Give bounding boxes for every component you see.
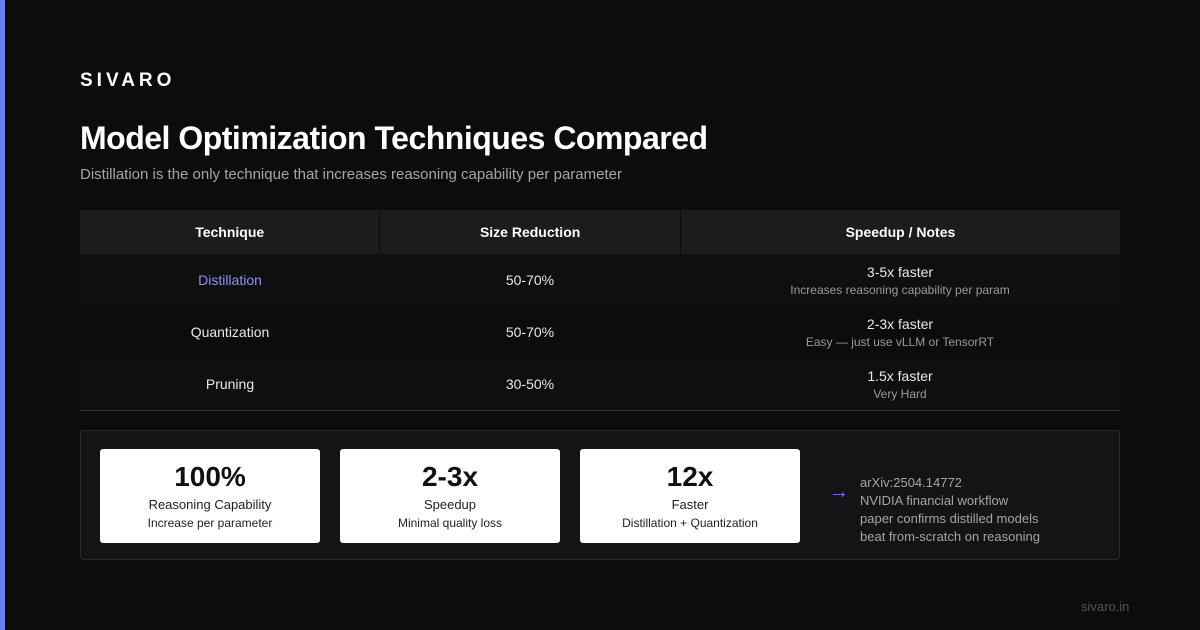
stat-label: Faster bbox=[671, 497, 709, 512]
note-line: NVIDIA financial workflow bbox=[860, 493, 1009, 508]
size-reduction: 30-50% bbox=[505, 376, 555, 392]
speedup: 3-5x faster bbox=[866, 263, 934, 280]
size-reduction: 50-70% bbox=[505, 272, 555, 288]
table-row: Pruning 30-50% 1.5x faster Very Hard bbox=[80, 358, 1120, 411]
table-body: Distillation 50-70% 3-5x faster Increases r… bbox=[80, 254, 1120, 411]
footer: sivaro.in bbox=[1081, 599, 1130, 614]
speedup: 2-3x faster bbox=[866, 315, 934, 332]
technique: Distillation bbox=[198, 272, 262, 288]
speedup-cell: 1.5x faster Very Hard bbox=[680, 368, 1120, 401]
note-line: beat from-scratch on reasoning bbox=[860, 529, 1040, 544]
stat-card: 12x Faster Distillation + Quantization bbox=[580, 449, 800, 543]
table-row: Quantization 50-70% 2-3x faster Easy — just… bbox=[80, 306, 1120, 358]
header-cell: Size Reduction bbox=[380, 210, 680, 254]
subtitle: Distillation is the only technique that … bbox=[80, 166, 622, 183]
table-row: Distillation 50-70% 3-5x faster Increases r… bbox=[80, 254, 1120, 306]
header-cell: Speedup / Notes bbox=[680, 210, 1120, 254]
size-reduction: 50-70% bbox=[505, 324, 555, 340]
stat-card: 100% Reasoning Capability Increase per par… bbox=[100, 449, 320, 543]
header-cell: Technique bbox=[80, 210, 380, 254]
stats-panel: → arXiv:2504.14772 NVIDIA financial workf… bbox=[80, 430, 1120, 560]
stat-sub: Increase per parameter bbox=[147, 516, 273, 530]
stat-value: 2-3x bbox=[421, 461, 479, 492]
stat-sub: Distillation + Quantization bbox=[622, 516, 758, 530]
stat-card: 2-3x Speedup Minimal quality loss bbox=[340, 449, 560, 543]
speedup-cell: 2-3x faster Easy — just use vLLM or Tenso… bbox=[680, 316, 1120, 349]
arrow: → bbox=[829, 481, 849, 503]
speedup-note: Easy — just use vLLM or TensorRT bbox=[805, 334, 995, 349]
technique: Pruning bbox=[205, 376, 255, 392]
note-line: arXiv:2504.14772 bbox=[860, 475, 962, 490]
stat-sub: Minimal quality loss bbox=[397, 516, 503, 530]
header-row: Technique Size Reduction Speedup / Notes bbox=[80, 210, 1120, 254]
title: Model Optimization Techniques Compared bbox=[80, 120, 708, 156]
note: arXiv:2504.14772 NVIDIA financial workflo… bbox=[860, 474, 1040, 546]
brand: SIVARO bbox=[80, 70, 176, 91]
speedup: 1.5x faster bbox=[867, 367, 933, 384]
accent-bar bbox=[0, 0, 5, 630]
stat-label: Speedup bbox=[423, 497, 477, 512]
stat-label: Reasoning Capability bbox=[148, 497, 272, 512]
speedup-cell: 3-5x faster Increases reasoning capabilit… bbox=[680, 264, 1120, 297]
stat-value: 100% bbox=[174, 461, 246, 492]
stat-value: 12x bbox=[666, 461, 714, 492]
technique: Quantization bbox=[190, 324, 270, 340]
speedup-note: Very Hard bbox=[873, 386, 927, 401]
note-line: paper confirms distilled models bbox=[860, 511, 1039, 526]
table: Technique Size Reduction Speedup / Notes… bbox=[80, 210, 1120, 411]
speedup-note: Increases reasoning capability per param bbox=[790, 282, 1010, 297]
